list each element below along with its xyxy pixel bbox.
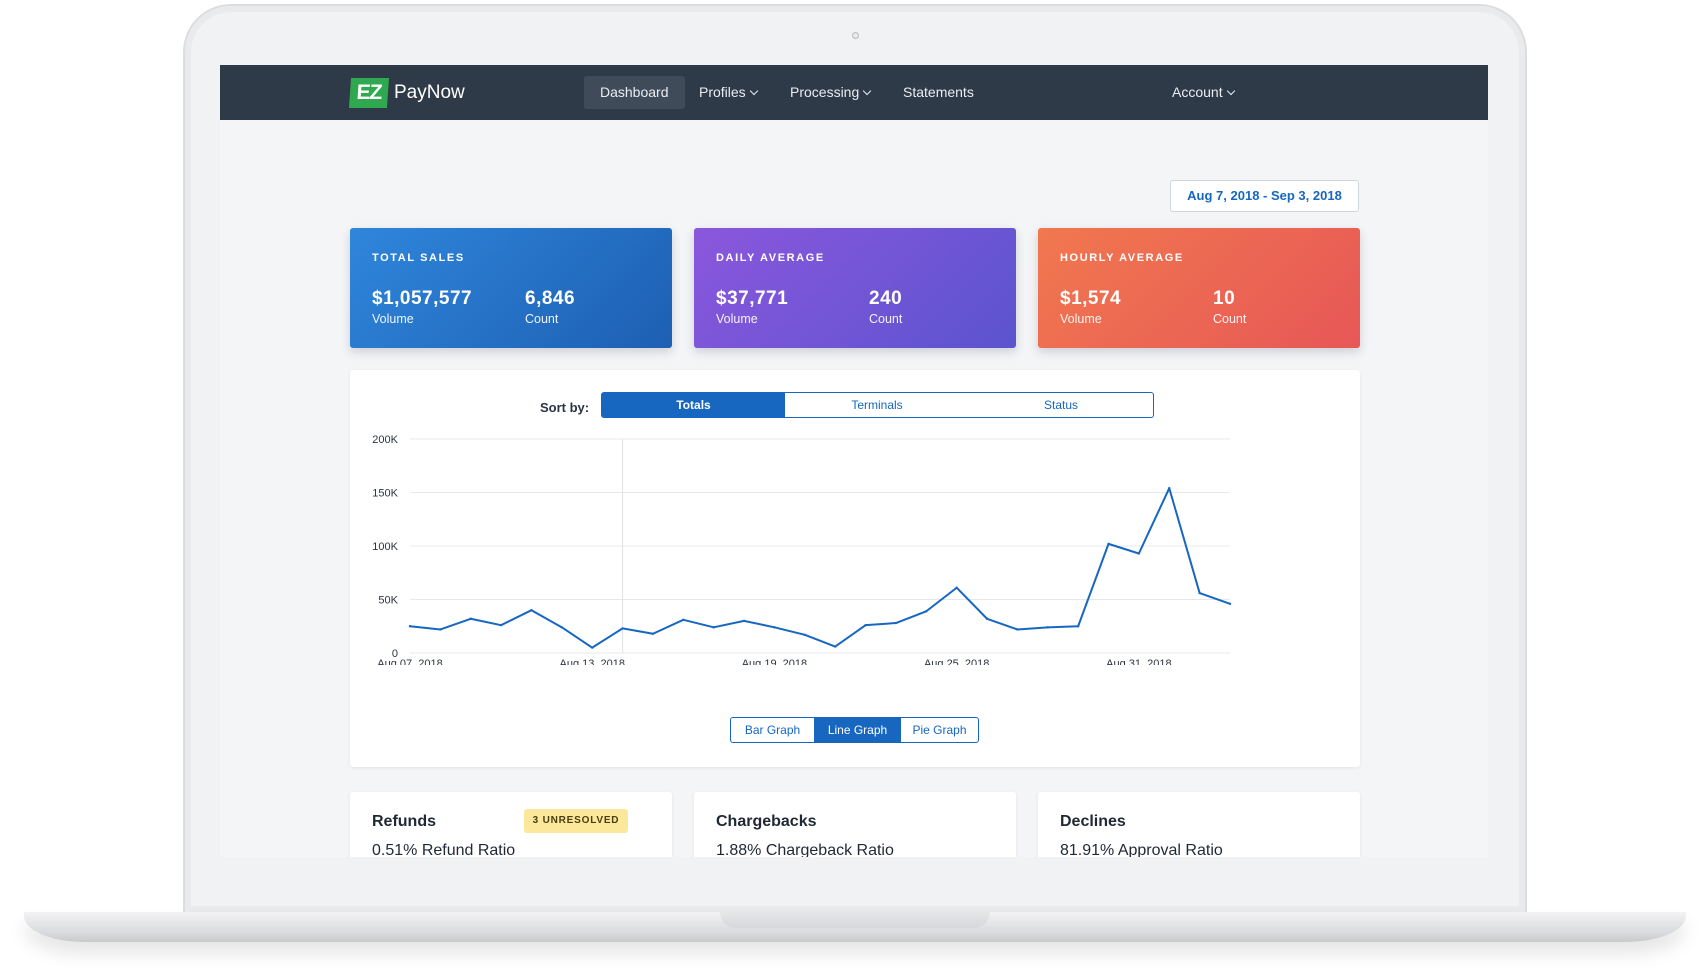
approval-ratio: 81.91% Approval Ratio: [1060, 842, 1223, 857]
stat-count: 6,846: [525, 288, 576, 309]
ez-logo-icon: EZ: [348, 78, 390, 108]
stat-title: TOTAL SALES: [372, 252, 465, 264]
stat-volume-label: Volume: [372, 312, 414, 326]
top-navbar: EZ PayNow Dashboard Profiles Processing …: [220, 65, 1488, 120]
data-point: [439, 628, 442, 631]
data-point: [803, 633, 807, 637]
stat-title: HOURLY AVERAGE: [1060, 252, 1184, 264]
y-tick-label: 50K: [378, 595, 398, 607]
graph-tab-line[interactable]: Line Graph: [814, 717, 901, 743]
data-point: [925, 610, 928, 613]
sort-option-terminals[interactable]: Terminals: [785, 392, 970, 418]
chevron-down-icon: [863, 86, 872, 96]
stat-card-hourly-average: HOURLY AVERAGE $1,574 Volume 10 Count: [1038, 228, 1360, 348]
stat-count-label: Count: [869, 312, 903, 326]
y-tick-label: 200K: [372, 434, 398, 446]
y-tick-label: 0: [392, 648, 398, 660]
data-point: [469, 617, 472, 620]
refunds-title: Refunds: [372, 813, 436, 830]
stat-volume: $1,057,577: [372, 288, 473, 309]
nav-account[interactable]: Account: [1156, 76, 1250, 109]
data-point: [1016, 628, 1019, 631]
stat-count: 10: [1213, 288, 1236, 309]
nav-dashboard-label: Dashboard: [600, 84, 669, 100]
data-point: [1137, 552, 1141, 555]
line-chart[interactable]: 0 50K 100K 150K 200K Aug 07, 2018 Aug 13, 2018…: [350, 425, 1360, 665]
data-point: [1198, 591, 1201, 595]
data-point: [955, 586, 958, 589]
graph-tab-pie[interactable]: Pie Graph: [900, 717, 979, 743]
chargeback-ratio: 1.88% Chargeback Ratio: [716, 842, 894, 857]
nav-profiles-label: Profiles: [699, 84, 746, 100]
stat-volume-label: Volume: [1060, 312, 1102, 326]
data-point: [742, 619, 746, 623]
app-screen: EZ PayNow Dashboard Profiles Processing …: [220, 65, 1488, 857]
data-point: [560, 626, 564, 629]
x-tick-label: Aug 19, 2018: [742, 658, 807, 665]
nav-processing[interactable]: Processing: [774, 76, 886, 109]
sort-by-label: Sort by:: [540, 400, 590, 415]
sales-chart-panel: Sort by: Totals Terminals Status 0 50K 100…: [350, 370, 1360, 767]
data-point: [1168, 487, 1171, 490]
nav-profiles[interactable]: Profiles: [683, 76, 773, 109]
stat-title: DAILY AVERAGE: [716, 252, 825, 264]
stat-count-label: Count: [1213, 312, 1247, 326]
stat-count: 240: [869, 288, 903, 309]
data-point: [1107, 542, 1110, 546]
chevron-down-icon: [749, 86, 758, 96]
data-point: [833, 645, 837, 648]
stat-volume-label: Volume: [716, 312, 758, 326]
data-point: [773, 626, 776, 629]
chevron-down-icon: [1226, 86, 1235, 96]
data-point: [530, 609, 533, 612]
nav-statements-label: Statements: [903, 84, 974, 100]
brand-name: PayNow: [394, 82, 465, 103]
x-tick-label: Aug 07, 2018: [377, 658, 442, 665]
date-range-picker[interactable]: Aug 7, 2018 - Sep 3, 2018: [1170, 180, 1359, 212]
nav-dashboard[interactable]: Dashboard: [584, 76, 685, 109]
nav-processing-label: Processing: [790, 84, 860, 100]
unresolved-badge[interactable]: 3 UNRESOLVED: [524, 809, 628, 833]
data-point: [591, 646, 594, 649]
sort-option-totals[interactable]: Totals: [601, 392, 786, 418]
x-tick-label: Aug 13, 2018: [559, 658, 624, 665]
y-tick-label: 150K: [372, 488, 398, 500]
sort-option-status[interactable]: Status: [969, 392, 1154, 418]
x-tick-label: Aug 25, 2018: [924, 658, 989, 665]
data-point: [1076, 625, 1080, 628]
data-point: [985, 617, 989, 620]
refunds-card[interactable]: Refunds 3 UNRESOLVED 0.51% Refund Ratio: [350, 792, 672, 857]
refund-ratio: 0.51% Refund Ratio: [372, 842, 516, 857]
camera-icon: [852, 32, 859, 39]
data-point: [651, 632, 655, 635]
chargebacks-title: Chargebacks: [716, 813, 817, 830]
data-point: [1228, 602, 1232, 605]
data-point: [712, 626, 715, 629]
data-point: [408, 625, 412, 628]
laptop-notch: [720, 912, 990, 928]
data-point: [1046, 626, 1049, 629]
declines-card[interactable]: Declines 81.91% Approval Ratio: [1038, 792, 1360, 857]
stat-volume: $1,574: [1060, 288, 1122, 309]
x-tick-label: Aug 31, 2018: [1106, 658, 1171, 665]
declines-title: Declines: [1060, 813, 1126, 830]
nav-account-label: Account: [1172, 84, 1223, 100]
nav-statements[interactable]: Statements: [887, 76, 990, 109]
data-point: [864, 623, 867, 627]
stat-card-total-sales: TOTAL SALES $1,057,577 Volume 6,846 Coun…: [350, 228, 672, 348]
sales-series-line: [409, 487, 1231, 649]
chargebacks-card[interactable]: Chargebacks 1.88% Chargeback Ratio: [694, 792, 1016, 857]
y-tick-label: 100K: [372, 541, 398, 553]
data-point: [894, 621, 898, 625]
data-point: [499, 623, 503, 627]
graph-tab-bar[interactable]: Bar Graph: [730, 717, 815, 743]
stat-count-label: Count: [525, 312, 559, 326]
stat-volume: $37,771: [716, 288, 789, 309]
data-point: [682, 618, 685, 622]
brand-logo[interactable]: EZ PayNow: [348, 78, 465, 108]
data-point: [621, 627, 624, 630]
stat-card-daily-average: DAILY AVERAGE $37,771 Volume 240 Count: [694, 228, 1016, 348]
